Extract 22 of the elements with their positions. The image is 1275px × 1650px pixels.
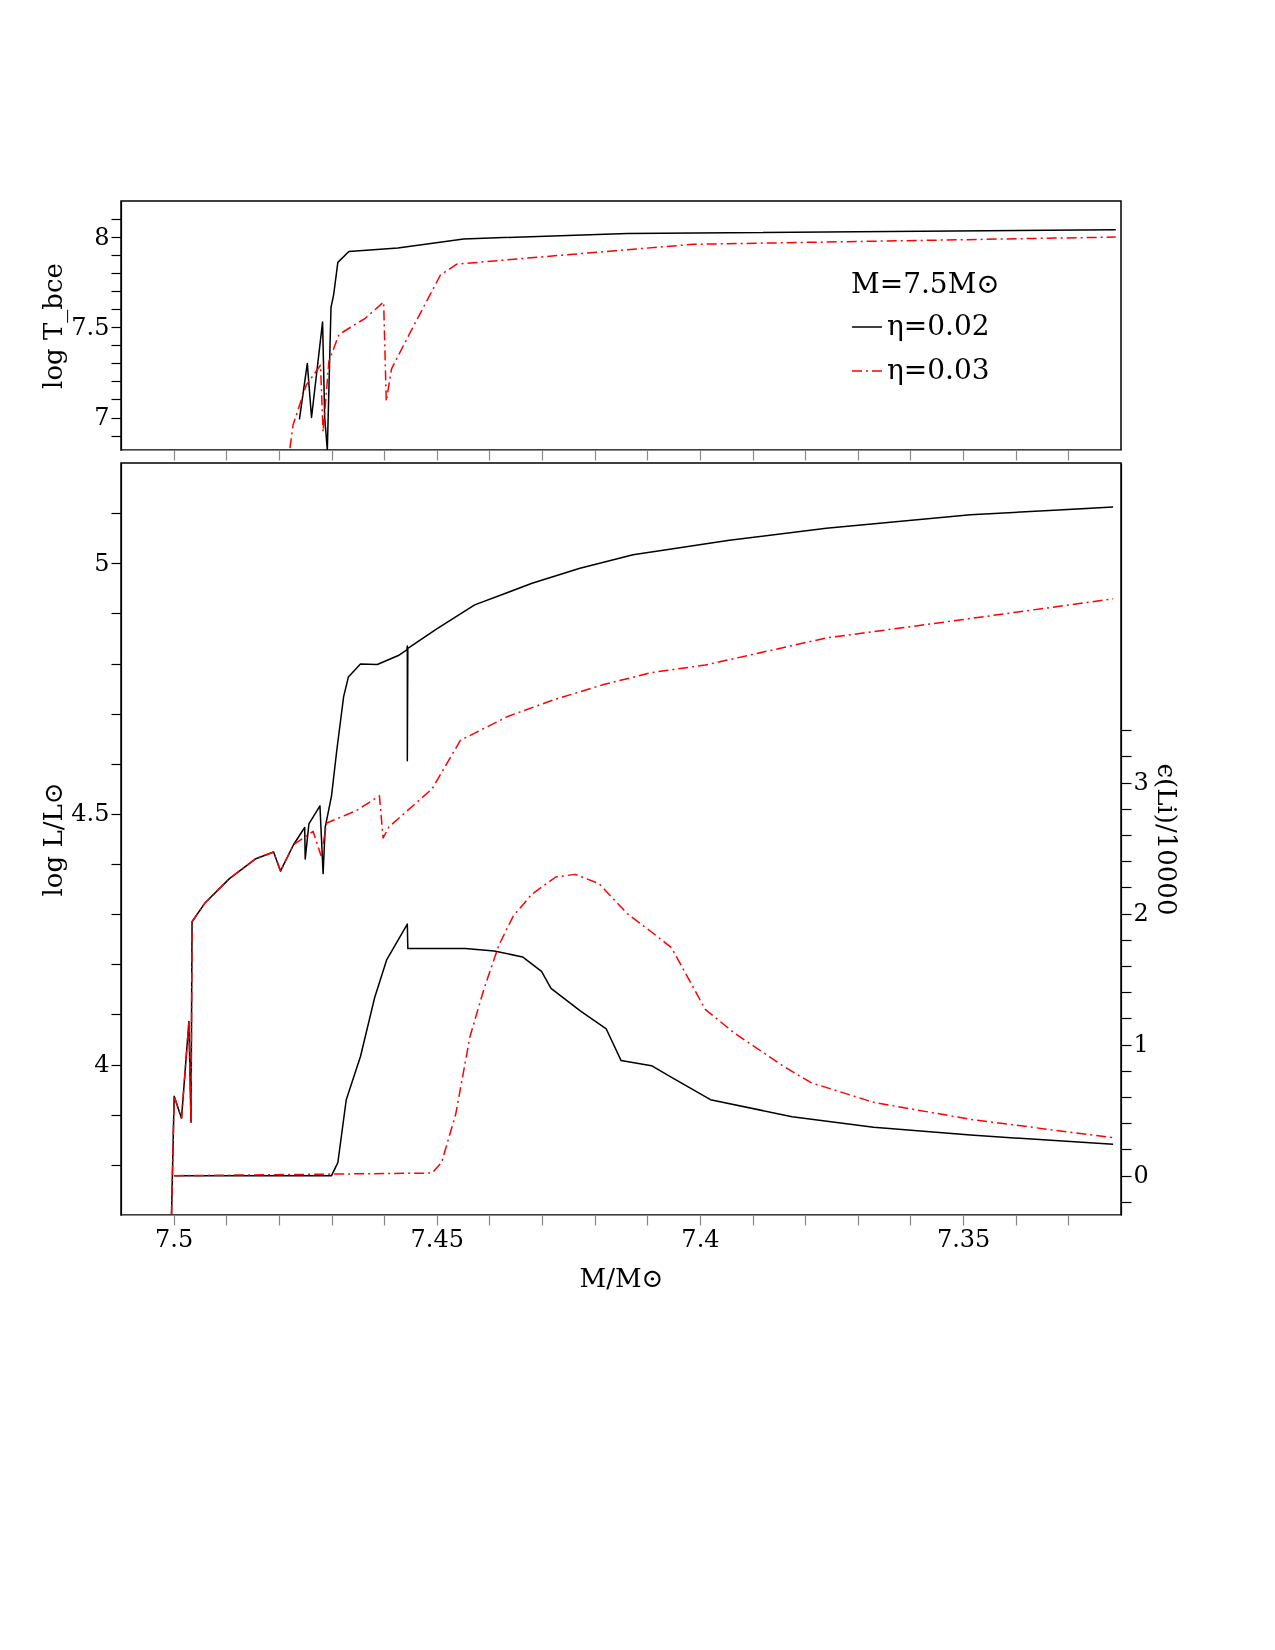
x-tick-label: 7.4 bbox=[681, 1224, 720, 1253]
y-tick-label: 4 bbox=[94, 1050, 110, 1079]
y2-tick-label: 1 bbox=[1133, 1030, 1149, 1059]
x-tick-label: 7.35 bbox=[936, 1224, 991, 1253]
y-tick-label: 5 bbox=[94, 548, 110, 577]
y2-tick-label: 3 bbox=[1133, 768, 1149, 797]
y-tick-label: 7.5 bbox=[71, 312, 110, 341]
y2-tick-label: 0 bbox=[1133, 1161, 1149, 1190]
legend-label: η=0.02 bbox=[887, 309, 990, 342]
legend-title: M=7.5M⊙ bbox=[851, 267, 1000, 300]
y2-axis-title: ϵ(Li)/10000 bbox=[1151, 763, 1182, 916]
y-tick-label: 4.5 bbox=[71, 799, 110, 828]
x-tick-label: 7.5 bbox=[155, 1224, 194, 1253]
line-series bbox=[173, 873, 1114, 1177]
y-tick-label: 7 bbox=[94, 403, 110, 432]
y-axis-title: log T_bce bbox=[38, 263, 70, 389]
y-tick-label: 8 bbox=[94, 222, 110, 251]
y2-tick-label: 2 bbox=[1133, 899, 1149, 928]
legend-label: η=0.03 bbox=[887, 353, 990, 386]
x-axis-title: M/M⊙ bbox=[579, 1262, 664, 1293]
y-axis-title: log L/L⊙ bbox=[38, 782, 69, 897]
x-tick-label: 7.45 bbox=[410, 1224, 465, 1253]
